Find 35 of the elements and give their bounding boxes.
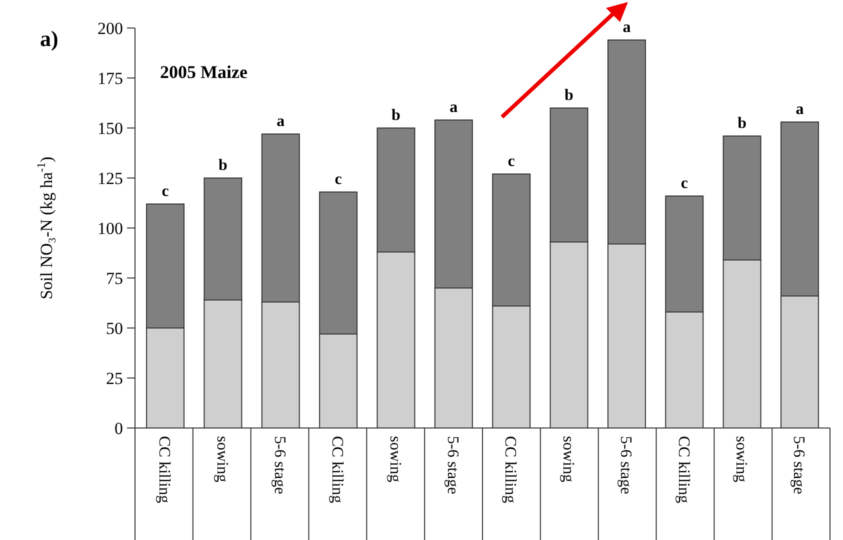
x-tick-label: 5-6 stage — [790, 436, 808, 494]
y-tick-label: 125 — [98, 168, 123, 188]
text: 2005 Maize — [160, 62, 248, 82]
x-tick-label: 5-6 stage — [444, 436, 462, 494]
annotation: c — [680, 175, 688, 192]
y-tick-label: 50 — [106, 318, 123, 338]
x-tick-label: sowing — [213, 436, 230, 482]
x-tick-label: sowing — [386, 436, 404, 482]
annotation: b — [218, 157, 228, 174]
y-tick-label: 200 — [98, 18, 123, 38]
annotation: a — [622, 19, 631, 36]
y-tick-label: 150 — [98, 118, 123, 138]
x-tick-label: sowing — [732, 436, 750, 482]
x-tick-label: CC killing — [674, 436, 692, 504]
annotation: a — [276, 113, 285, 130]
annotation: b — [564, 87, 574, 104]
x-tick-label: CC killing — [328, 436, 346, 504]
y-tick-label: 175 — [98, 68, 123, 88]
x-tick-label: CC killing — [156, 436, 173, 504]
y-tick-label: 0 — [114, 418, 123, 438]
x-tick-label: sowing — [559, 436, 576, 482]
annotation: c — [162, 183, 169, 200]
annotation: a — [450, 99, 458, 116]
annotation: a — [796, 101, 804, 118]
y-tick-label: 25 — [106, 368, 123, 388]
x-tick-label: CC killing — [502, 436, 519, 504]
annotation: b — [392, 107, 401, 124]
y-tick-label: 100 — [98, 218, 123, 238]
x-tick-label: 5-6 stage — [617, 436, 634, 494]
annotation: c — [508, 153, 515, 170]
text: a) — [40, 26, 58, 51]
annotation: b — [738, 115, 747, 132]
x-tick-label: 5-6 stage — [271, 436, 288, 494]
annotation: c — [334, 171, 342, 188]
y-tick-label: 75 — [106, 268, 123, 288]
